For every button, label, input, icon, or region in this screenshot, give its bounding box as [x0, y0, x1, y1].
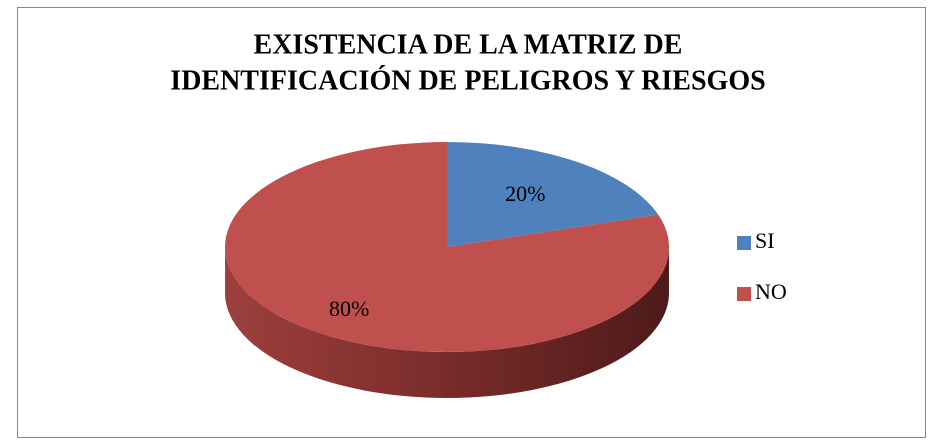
legend-label: NO [755, 279, 787, 304]
data-label: 20% [505, 181, 545, 206]
pie-slice-side [225, 249, 669, 398]
legend-swatch [737, 236, 751, 250]
legend-swatch [737, 287, 751, 301]
data-label: 80% [329, 296, 369, 321]
legend-label: SI [755, 228, 775, 253]
pie-slice [225, 142, 669, 353]
chart-title: EXISTENCIA DE LA MATRIZ DE [254, 29, 683, 60]
chart-title: IDENTIFICACIÓN DE PELIGROS Y RIESGOS [170, 65, 765, 96]
pie-slice [447, 142, 659, 247]
